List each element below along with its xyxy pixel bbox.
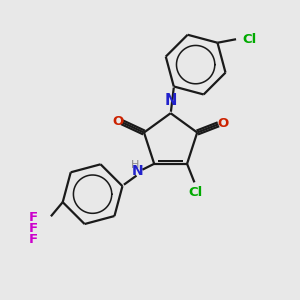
Text: Cl: Cl xyxy=(189,186,203,199)
Text: H: H xyxy=(131,160,139,170)
Text: O: O xyxy=(217,117,228,130)
Text: F: F xyxy=(28,222,38,235)
Text: O: O xyxy=(113,115,124,128)
Text: Cl: Cl xyxy=(242,33,257,46)
Text: N: N xyxy=(132,164,144,178)
Text: F: F xyxy=(28,233,38,246)
Text: N: N xyxy=(164,93,177,108)
Text: F: F xyxy=(28,211,38,224)
